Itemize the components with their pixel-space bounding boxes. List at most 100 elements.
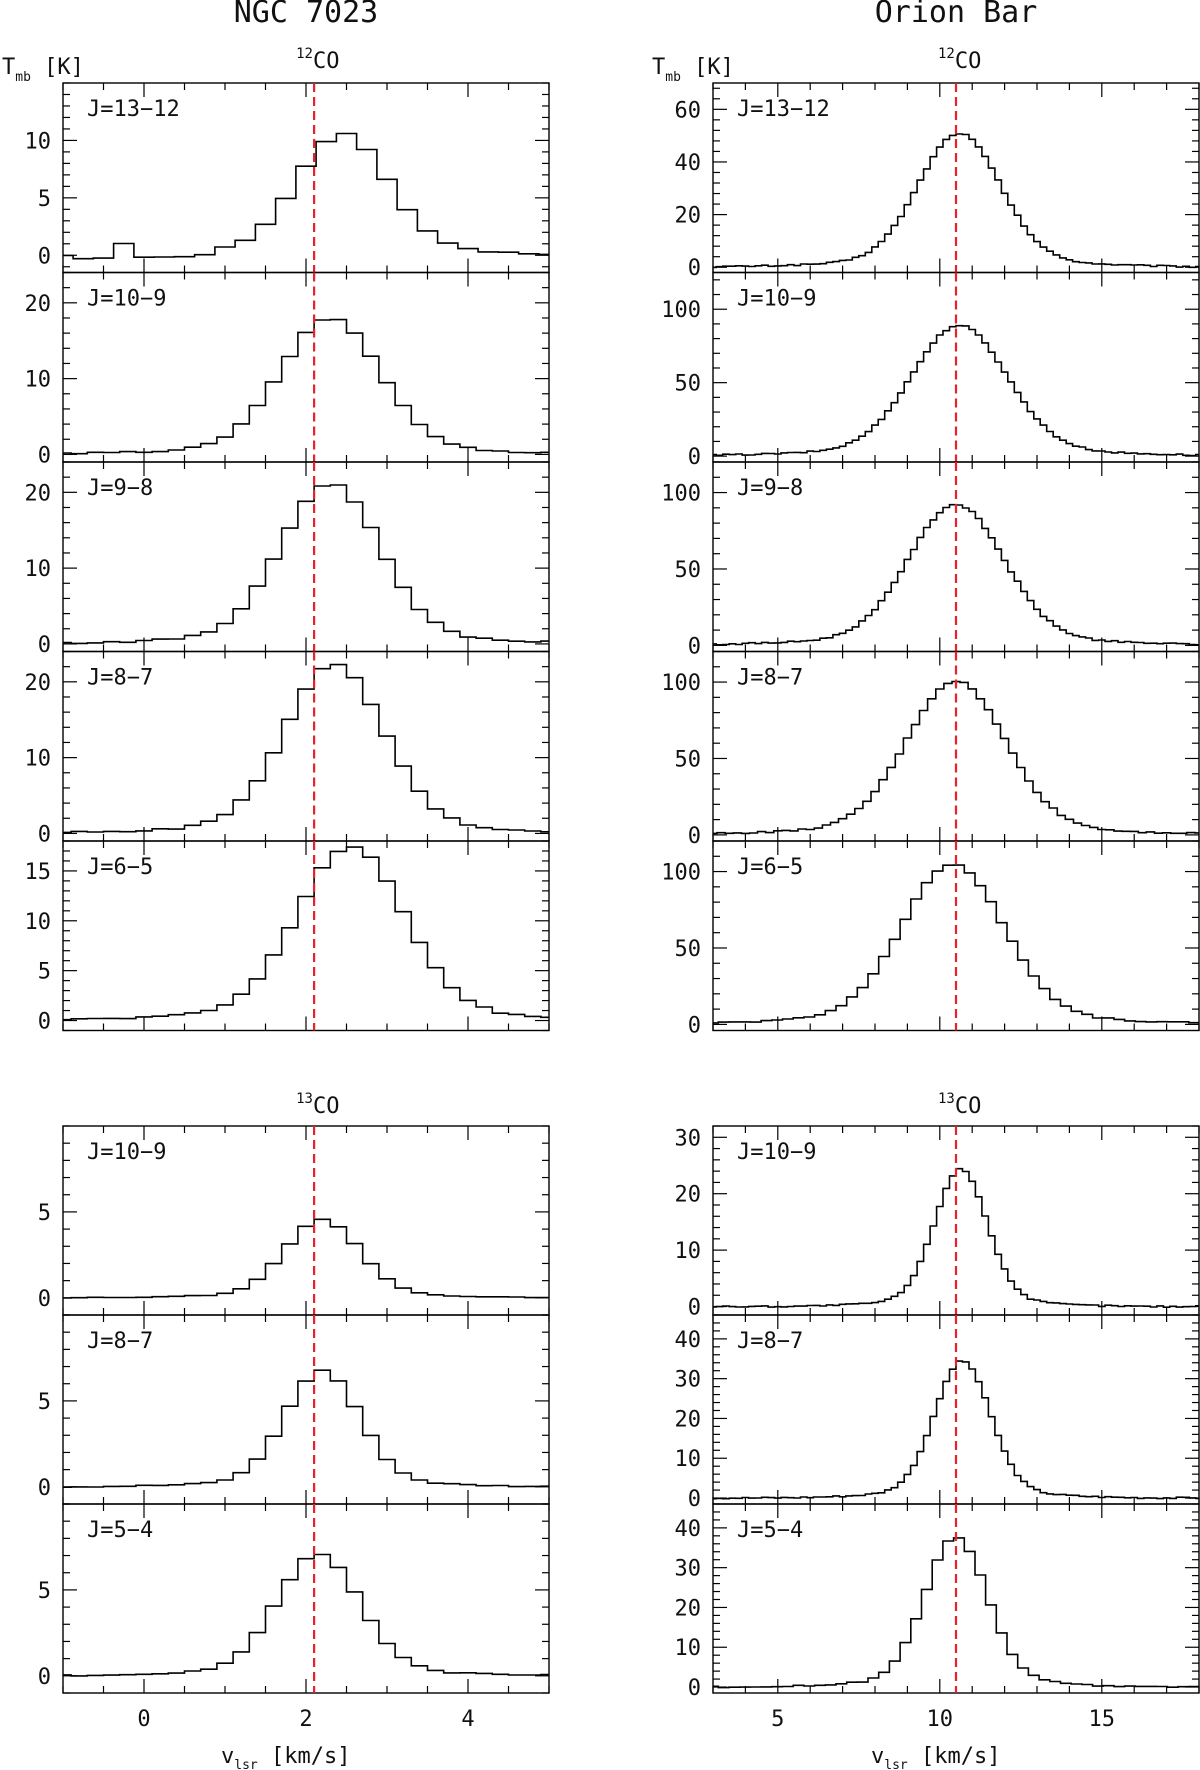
y-tick-label: 100 — [661, 861, 701, 886]
transition-label: J=10−9 — [87, 287, 166, 312]
y-tick-label: 5 — [38, 960, 51, 985]
y-tick-label: 40 — [675, 151, 702, 176]
transition-label: J=8−7 — [737, 666, 803, 691]
y-tick-label: 0 — [38, 1287, 51, 1312]
y-tick-label: 40 — [675, 1517, 702, 1542]
x-tick-label: 15 — [1089, 1707, 1116, 1732]
y-tick-label: 0 — [688, 824, 701, 849]
transition-label: J=8−7 — [87, 666, 153, 691]
isotope-group-13co: 13CO 0 10 20 30 J=10−9 0 10 20 30 40 J=8−7 0 10 20 30 40… — [675, 1091, 1200, 1732]
y-tick-label: 20 — [675, 1183, 702, 1208]
spectrum-panel: 0 5 J=8−7 — [38, 1314, 550, 1505]
transition-label: J=5−4 — [87, 1518, 153, 1543]
spectrum-panel: 0 50 100 J=6−5 — [661, 840, 1200, 1038]
spectrum-panel: 0 10 20 30 40 J=5−4 5 10 15 — [675, 1503, 1200, 1732]
spectrum-line — [63, 1369, 549, 1488]
transition-label: J=9−8 — [87, 476, 153, 501]
spectrum-panel: 0 10 20 30 40 J=8−7 — [675, 1314, 1200, 1512]
spectrum-panel: 0 5 J=5−4 0 2 4 — [38, 1503, 550, 1732]
isotope-label: 12CO — [296, 46, 339, 74]
y-tick-label: 30 — [675, 1557, 702, 1582]
x-tick-label: 2 — [299, 1707, 312, 1732]
spectrum-panel: 0 50 100 J=8−7 — [661, 650, 1200, 849]
transition-label: J=6−5 — [87, 855, 153, 880]
transition-label: J=5−4 — [737, 1518, 803, 1543]
y-tick-label: 0 — [38, 822, 51, 847]
chart-title: NGC 7023 — [234, 0, 379, 30]
isotope-group-13co: 13CO 0 5 J=10−9 0 5 J=8−7 0 5 J=5−4 0 2 4 — [38, 1091, 550, 1732]
spectrum-line — [63, 846, 549, 1021]
y-tick-label: 0 — [38, 244, 51, 269]
y-tick-label: 5 — [38, 1390, 51, 1415]
y-tick-label: 0 — [38, 633, 51, 658]
isotope-label: 13CO — [296, 1091, 339, 1119]
y-tick-label: 20 — [25, 671, 52, 696]
isotope-label: 13CO — [938, 1091, 981, 1119]
y-tick-label: 5 — [38, 187, 51, 212]
spectrum-line — [713, 864, 1199, 1024]
y-tick-label: 0 — [38, 443, 51, 468]
spectrum-line — [713, 133, 1199, 269]
transition-label: J=10−9 — [87, 1140, 166, 1165]
y-tick-label: 0 — [38, 1010, 51, 1035]
y-tick-label: 10 — [25, 129, 52, 154]
y-tick-label: 10 — [675, 1636, 702, 1661]
y-tick-label: 0 — [688, 1013, 701, 1038]
spectrum-panel: 0 50 100 J=9−8 — [661, 461, 1200, 659]
y-tick-label: 0 — [688, 1296, 701, 1321]
spectrum-line — [713, 324, 1199, 457]
y-tick-label: 0 — [688, 634, 701, 659]
x-tick-label: 10 — [927, 1707, 954, 1732]
isotope-label: 12CO — [938, 46, 981, 74]
y-tick-label: 40 — [675, 1328, 702, 1353]
x-axis-label: vlsr [km/s] — [221, 1744, 350, 1770]
transition-label: J=6−5 — [737, 855, 803, 880]
transition-label: J=8−7 — [737, 1329, 803, 1354]
y-tick-label: 100 — [661, 482, 701, 507]
spectrum-line — [63, 663, 549, 834]
transition-label: J=13−12 — [87, 97, 180, 122]
spectrum-panel: 0 20 40 60 J=13−12 — [675, 82, 1200, 281]
y-tick-label: 20 — [675, 1596, 702, 1621]
y-tick-label: 50 — [675, 937, 702, 962]
isotope-group-12co: 12CO 0 5 10 J=13−12 0 10 20 J=10−9 0 10 20 J=9−8 0 10 2… — [25, 46, 550, 1035]
y-tick-label: 20 — [675, 204, 702, 229]
transition-label: J=10−9 — [737, 287, 816, 312]
spectrum-panel: 0 10 20 J=8−7 — [25, 650, 550, 847]
chart-title: Orion Bar — [875, 0, 1038, 30]
spectrum-line — [63, 484, 549, 645]
transition-label: J=9−8 — [737, 476, 803, 501]
spectrum-line — [713, 680, 1199, 835]
spectrum-line — [713, 1167, 1199, 1308]
spectrum-line — [63, 318, 549, 455]
y-tick-label: 100 — [661, 671, 701, 696]
y-tick-label: 20 — [675, 1407, 702, 1432]
spectrum-panel: 0 5 J=10−9 — [38, 1125, 550, 1316]
spectrum-panel: 0 5 10 J=13−12 — [25, 82, 550, 274]
y-tick-label: 20 — [25, 481, 52, 506]
spectrum-line — [63, 1218, 549, 1299]
y-tick-label: 0 — [38, 1476, 51, 1501]
x-axis-label: vlsr [km/s] — [871, 1744, 1000, 1770]
spectrum-panel: 0 50 100 J=10−9 — [661, 271, 1200, 470]
y-tick-label: 0 — [688, 1487, 701, 1512]
y-tick-label: 10 — [25, 747, 52, 772]
y-tick-label: 10 — [25, 368, 52, 393]
spectrum-line — [63, 1553, 549, 1677]
y-tick-label: 10 — [25, 910, 52, 935]
spectrum-panel: 0 10 20 J=10−9 — [25, 271, 550, 468]
y-tick-label: 20 — [25, 292, 52, 317]
y-tick-label: 30 — [675, 1126, 702, 1151]
y-tick-label: 60 — [675, 98, 702, 123]
y-tick-label: 10 — [675, 1447, 702, 1472]
y-tick-label: 5 — [38, 1579, 51, 1604]
isotope-group-12co: 12CO 0 20 40 60 J=13−12 0 50 100 J=10−9 0 50 100 J=9−… — [661, 46, 1200, 1038]
y-tick-label: 0 — [688, 445, 701, 470]
x-tick-label: 5 — [771, 1707, 784, 1732]
spectrum-panel: 0 5 10 15 J=6−5 — [25, 840, 550, 1035]
x-tick-label: 0 — [137, 1707, 150, 1732]
y-tick-label: 30 — [675, 1368, 702, 1393]
y-axis-label: Tmb [K] — [652, 55, 734, 85]
